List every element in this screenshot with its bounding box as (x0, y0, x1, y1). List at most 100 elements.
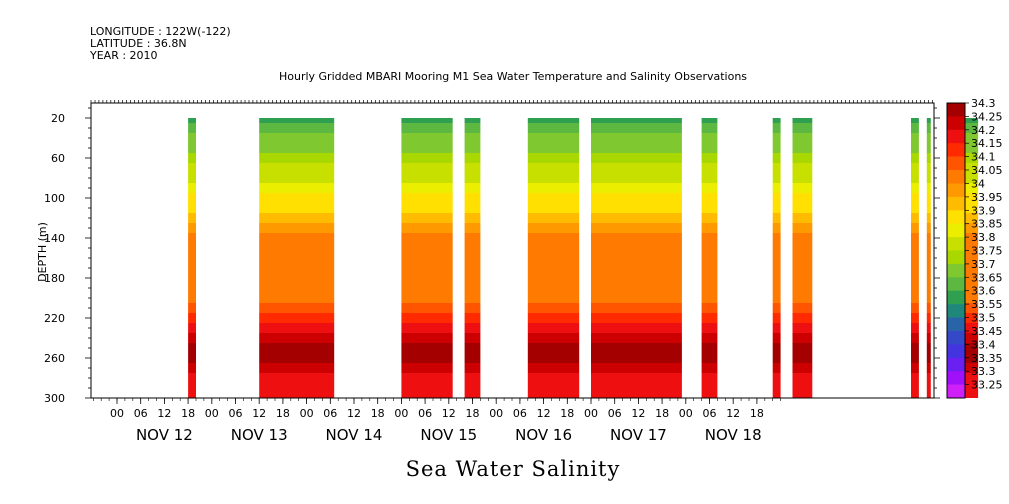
data-cell (792, 353, 813, 363)
data-cell (401, 363, 453, 373)
data-cell (591, 383, 682, 393)
data-cell (527, 323, 580, 333)
data-cell (259, 223, 335, 233)
colorbar-swatch (947, 210, 965, 224)
data-cell (772, 123, 781, 133)
colorbar-label: 33.7 (971, 258, 996, 271)
data-cell (911, 163, 919, 173)
data-cell (926, 153, 931, 163)
data-cell (701, 383, 718, 393)
data-cell (701, 333, 718, 343)
x-tick-label: 18 (181, 407, 195, 420)
data-cell (591, 123, 682, 133)
data-cell (464, 343, 481, 353)
data-cell (527, 183, 580, 193)
data-cell (591, 183, 682, 193)
data-cell (259, 133, 335, 143)
data-cell (926, 383, 931, 393)
data-cell (188, 133, 196, 143)
colorbar-swatch (947, 277, 965, 291)
data-cell (527, 313, 580, 323)
data-cell (962, 353, 979, 363)
x-tick-label: 12 (442, 407, 456, 420)
data-cell (792, 223, 813, 233)
data-cell (911, 313, 919, 323)
data-cell (591, 213, 682, 223)
colorbar-label: 33.9 (971, 204, 996, 217)
data-cell (772, 233, 781, 248)
data-cell (792, 118, 813, 123)
colorbar-label: 34.3 (971, 97, 996, 110)
data-cell (591, 323, 682, 333)
data-cell (591, 163, 682, 173)
data-cell (464, 133, 481, 143)
data-cell (772, 118, 781, 123)
data-cell (772, 373, 781, 383)
x-tick-label: 00 (110, 407, 124, 420)
data-cell (911, 373, 919, 383)
chart-title: Hourly Gridded MBARI Mooring M1 Sea Wate… (279, 70, 747, 83)
data-cell (188, 213, 196, 223)
data-cell (772, 183, 781, 193)
data-cell (792, 133, 813, 143)
data-cell (926, 393, 931, 398)
data-cell (701, 323, 718, 333)
data-cell (701, 223, 718, 233)
data-cell (591, 393, 682, 398)
data-cell (911, 133, 919, 143)
x-tick-label: 18 (560, 407, 574, 420)
data-cell (464, 373, 481, 383)
x-tick-label: 06 (134, 407, 148, 420)
data-cell (464, 173, 481, 183)
data-cell (792, 183, 813, 193)
data-cell (401, 163, 453, 173)
colorbar-swatch (947, 290, 965, 305)
data-cell (591, 343, 682, 353)
data-cell (591, 248, 682, 278)
data-cell (527, 173, 580, 183)
data-cell (591, 133, 682, 143)
colorbar-swatch (947, 304, 965, 318)
colorbar-label: 33.85 (971, 218, 1003, 231)
data-cell (701, 393, 718, 398)
x-tick-label: 06 (513, 407, 527, 420)
colorbar-label: 33.6 (971, 285, 996, 298)
data-cell (527, 203, 580, 213)
data-cell (962, 343, 979, 353)
data-cell (401, 373, 453, 383)
data-cell (701, 133, 718, 143)
data-cell (701, 153, 718, 163)
data-cell (701, 173, 718, 183)
data-cell (772, 343, 781, 353)
data-cell (188, 123, 196, 133)
x-tick-label: 18 (655, 407, 669, 420)
data-cell (188, 193, 196, 203)
data-cell (701, 373, 718, 383)
data-cell (772, 223, 781, 233)
x-tick-label: 00 (205, 407, 219, 420)
data-cell (772, 203, 781, 213)
data-cell (188, 118, 196, 123)
data-cell (792, 173, 813, 183)
data-cell (926, 233, 931, 248)
data-cell (259, 278, 335, 303)
data-cell (259, 153, 335, 163)
x-tick-label: 00 (679, 407, 693, 420)
data-cell (464, 213, 481, 223)
data-cell (911, 383, 919, 393)
data-cell (401, 143, 453, 153)
data-cell (926, 278, 931, 303)
data-cell (926, 183, 931, 193)
x-day-label: NOV 15 (420, 426, 477, 444)
colorbar-label: 33.55 (971, 298, 1003, 311)
data-cell (962, 183, 979, 193)
data-cell (527, 193, 580, 203)
data-cell (772, 153, 781, 163)
data-cell (962, 203, 979, 213)
data-cell (401, 223, 453, 233)
data-cell (259, 123, 335, 133)
x-tick-label: 00 (489, 407, 503, 420)
x-tick-label: 18 (371, 407, 385, 420)
data-cell (772, 248, 781, 278)
x-tick-label: 18 (276, 407, 290, 420)
